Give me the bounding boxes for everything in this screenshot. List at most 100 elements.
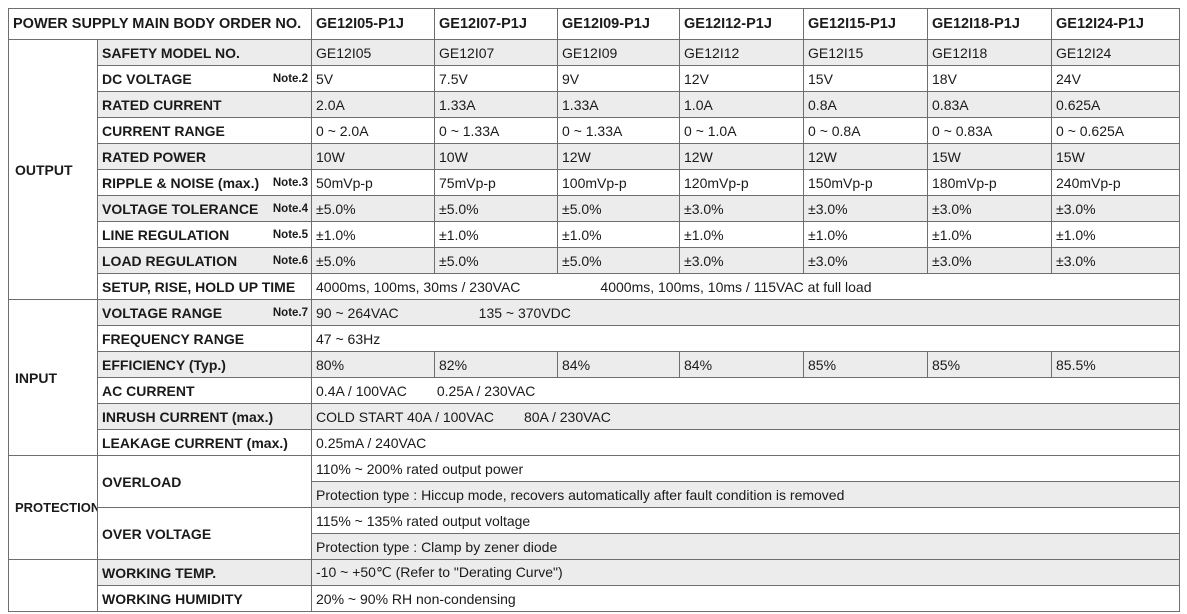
cell: 5V bbox=[311, 65, 436, 92]
row-label-cell: RIPPLE & NOISE (max.) Note.3 bbox=[96, 169, 313, 196]
cell: 2.0A bbox=[311, 91, 436, 118]
cell: 50mVp-p bbox=[311, 169, 436, 196]
cell: ±3.0% bbox=[927, 247, 1053, 274]
cell: ±5.0% bbox=[311, 247, 436, 274]
cell: GE12I05 bbox=[311, 39, 436, 66]
cell: ±1.0% bbox=[557, 221, 681, 248]
cell: ±3.0% bbox=[803, 195, 929, 222]
table-row: OUTPUT SAFETY MODEL NO. GE12I05 GE12I07 … bbox=[8, 39, 1181, 300]
row-label: SAFETY MODEL NO. bbox=[96, 39, 313, 66]
value-a: 90 ~ 264VAC bbox=[316, 304, 399, 321]
cell: GE12I24 bbox=[1051, 39, 1181, 66]
cell: 82% bbox=[434, 351, 559, 378]
span-cell: Protection type : Hiccup mode, recovers … bbox=[311, 481, 1181, 508]
model-header: GE12I12-P1J bbox=[679, 8, 805, 40]
row-label: CURRENT RANGE bbox=[96, 117, 313, 144]
note-ref: Note.2 bbox=[272, 72, 309, 85]
cell: 100mVp-p bbox=[557, 169, 681, 196]
cell: 85.5% bbox=[1051, 351, 1181, 378]
cell: 0 ~ 0.625A bbox=[1051, 117, 1181, 144]
cell: 85% bbox=[927, 351, 1053, 378]
row-label: OVERLOAD bbox=[96, 455, 313, 508]
row-label: INRUSH CURRENT (max.) bbox=[96, 403, 313, 430]
table-row: DC VOLTAGE Note.2 5V 7.5V 9V 12V 15V 18V … bbox=[9, 65, 1181, 92]
value-a: 0.4A / 100VAC bbox=[316, 382, 407, 399]
row-label: FREQUENCY RANGE bbox=[96, 325, 313, 352]
cell: 12W bbox=[679, 143, 805, 170]
cell: 24V bbox=[1051, 65, 1181, 92]
span-cell: 0.4A / 100VAC 0.25A / 230VAC bbox=[311, 377, 1181, 404]
span-cell: Protection type : Clamp by zener diode bbox=[311, 533, 1181, 560]
cell: 0 ~ 1.0A bbox=[679, 117, 805, 144]
row-label: LINE REGULATION bbox=[102, 226, 230, 243]
table-row: LOAD REGULATION Note.6 ±5.0% ±5.0% ±5.0% … bbox=[9, 247, 1181, 274]
cell: ±5.0% bbox=[557, 195, 681, 222]
cell: 0 ~ 1.33A bbox=[557, 117, 681, 144]
span-cell: 4000ms, 100ms, 30ms / 230VAC 4000ms, 100m… bbox=[311, 273, 1181, 300]
cell: ±3.0% bbox=[679, 247, 805, 274]
cell: 80% bbox=[311, 351, 436, 378]
cell: 0.83A bbox=[927, 91, 1053, 118]
value-a: COLD START 40A / 100VAC bbox=[316, 408, 494, 425]
section-input: INPUT bbox=[8, 299, 98, 456]
cell: 0.625A bbox=[1051, 91, 1181, 118]
note-ref: Note.7 bbox=[272, 306, 309, 319]
row-label: OVER VOLTAGE bbox=[96, 507, 313, 560]
cell: 0 ~ 1.33A bbox=[434, 117, 559, 144]
table-row: WORKING TEMP. -10 ~ +50℃ (Refer to "Dera… bbox=[8, 559, 1181, 612]
value-b: 4000ms, 100ms, 10ms / 115VAC at full loa… bbox=[600, 278, 872, 295]
row-label: AC CURRENT bbox=[96, 377, 313, 404]
row-label: LEAKAGE CURRENT (max.) bbox=[96, 429, 313, 456]
cell: 75mVp-p bbox=[434, 169, 559, 196]
cell: ±1.0% bbox=[927, 221, 1053, 248]
cell: ±5.0% bbox=[434, 195, 559, 222]
table-row: AC CURRENT 0.4A / 100VAC 0.25A / 230VAC bbox=[9, 377, 1181, 404]
cell: 0 ~ 0.83A bbox=[927, 117, 1053, 144]
span-cell: COLD START 40A / 100VAC 80A / 230VAC bbox=[311, 403, 1181, 430]
cell: ±5.0% bbox=[434, 247, 559, 274]
row-label: RIPPLE & NOISE (max.) bbox=[102, 174, 260, 191]
cell: 1.0A bbox=[679, 91, 805, 118]
row-label-cell: LOAD REGULATION Note.6 bbox=[96, 247, 313, 274]
row-label: SETUP, RISE, HOLD UP TIME bbox=[96, 273, 313, 300]
span-cell: 0.25mA / 240VAC bbox=[311, 429, 1181, 456]
section-protection: PROTECTION bbox=[8, 455, 98, 560]
span-cell: 47 ~ 63Hz bbox=[311, 325, 1181, 352]
cell: ±5.0% bbox=[311, 195, 436, 222]
model-header: GE12I07-P1J bbox=[434, 8, 559, 40]
span-cell: 90 ~ 264VAC 135 ~ 370VDC bbox=[311, 299, 1181, 326]
span-cell: 110% ~ 200% rated output power bbox=[311, 455, 1181, 482]
row-label-cell: VOLTAGE RANGE Note.7 bbox=[96, 299, 313, 326]
note-ref: Note.3 bbox=[272, 176, 309, 189]
cell: ±3.0% bbox=[1051, 195, 1181, 222]
cell: GE12I15 bbox=[803, 39, 929, 66]
cell: 0.8A bbox=[803, 91, 929, 118]
span-cell: -10 ~ +50℃ (Refer to "Derating Curve") bbox=[311, 559, 1181, 586]
cell: ±1.0% bbox=[1051, 221, 1181, 248]
table-row: FREQUENCY RANGE 47 ~ 63Hz bbox=[9, 325, 1181, 352]
spec-table: POWER SUPPLY MAIN BODY ORDER NO. GE12I05… bbox=[7, 8, 1181, 612]
cell: 1.33A bbox=[434, 91, 559, 118]
row-label: WORKING HUMIDITY bbox=[96, 585, 313, 612]
cell: 150mVp-p bbox=[803, 169, 929, 196]
cell: ±3.0% bbox=[1051, 247, 1181, 274]
cell: 15W bbox=[927, 143, 1053, 170]
table-row: WORKING HUMIDITY 20% ~ 90% RH non-conden… bbox=[9, 585, 1181, 612]
order-no-title: POWER SUPPLY MAIN BODY ORDER NO. bbox=[7, 8, 313, 40]
span-cell: 115% ~ 135% rated output voltage bbox=[311, 507, 1181, 534]
table-row: EFFICIENCY (Typ.) 80% 82% 84% 84% 85% 85… bbox=[9, 351, 1181, 378]
table-row: PROTECTION OVERLOAD 110% ~ 200% rated ou… bbox=[8, 455, 1181, 560]
model-header: GE12I09-P1J bbox=[557, 8, 681, 40]
note-ref: Note.6 bbox=[272, 254, 309, 267]
table-row: LINE REGULATION Note.5 ±1.0% ±1.0% ±1.0% … bbox=[9, 221, 1181, 248]
table-row: Protection type : Hiccup mode, recovers … bbox=[9, 481, 1181, 508]
cell: GE12I18 bbox=[927, 39, 1053, 66]
row-label: RATED CURRENT bbox=[96, 91, 313, 118]
cell: 18V bbox=[927, 65, 1053, 92]
row-label: LOAD REGULATION bbox=[102, 252, 238, 269]
cell: 10W bbox=[434, 143, 559, 170]
table-row: INPUT VOLTAGE RANGE Note.7 90 ~ 264VAC 135… bbox=[8, 299, 1181, 456]
row-label: WORKING TEMP. bbox=[96, 559, 313, 586]
cell: GE12I12 bbox=[679, 39, 805, 66]
cell: ±3.0% bbox=[927, 195, 1053, 222]
